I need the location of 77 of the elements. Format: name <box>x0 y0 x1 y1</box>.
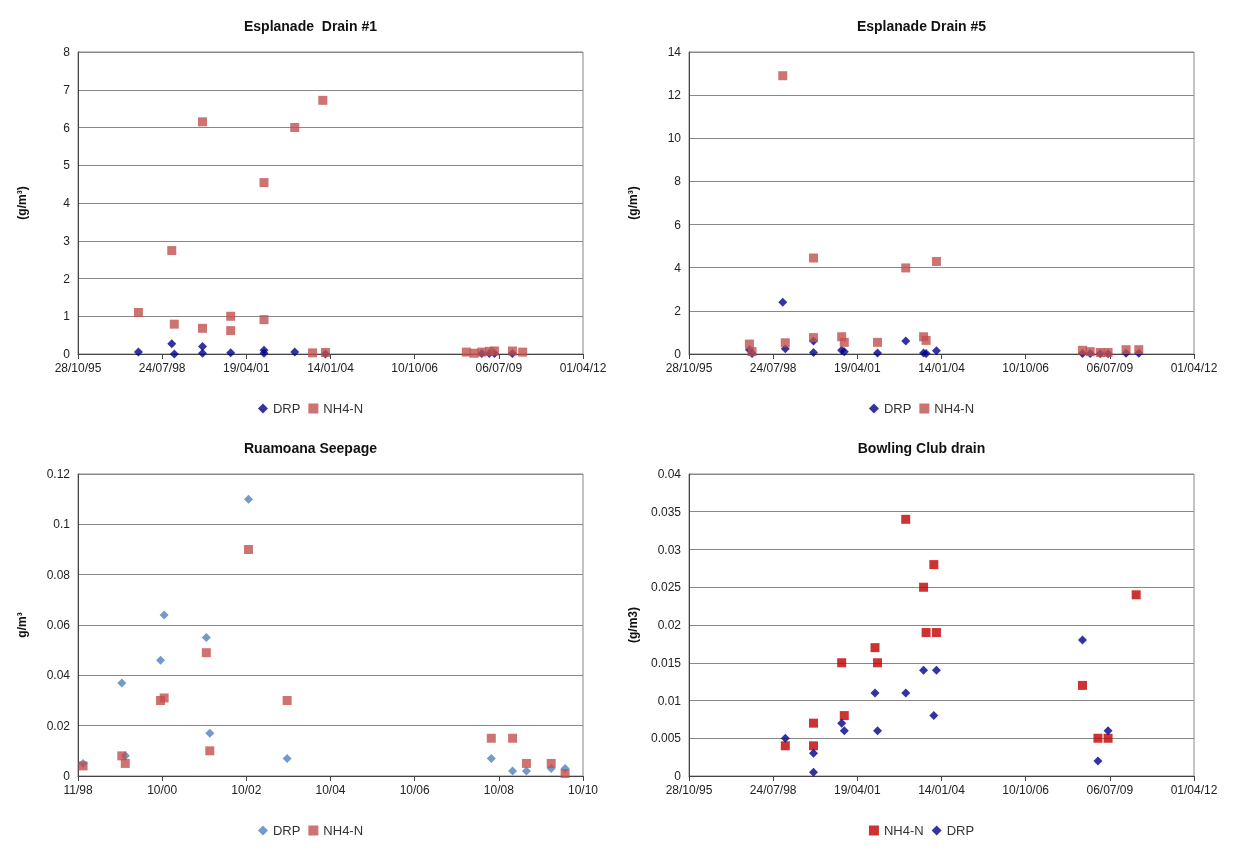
y-tick-label: 0.04 <box>46 668 71 683</box>
x-tick-label: 01/04/12 <box>1170 783 1218 797</box>
y-tick-label: 5 <box>63 158 71 173</box>
y-tick-label: 0.02 <box>657 618 682 632</box>
x-tick-label: 11/98 <box>63 783 93 797</box>
y-tick-label: 1 <box>63 309 71 324</box>
legend-label: DRP <box>272 823 301 838</box>
y-tick-label: 0.03 <box>657 542 682 557</box>
y-tick-label: 0.08 <box>46 567 71 582</box>
y-tick-label: 14 <box>667 45 682 59</box>
y-tick-label: 12 <box>667 88 682 103</box>
x-tick-label: 01/04/12 <box>1170 361 1218 375</box>
x-tick-label: 19/04/01 <box>222 361 271 375</box>
x-tick-label: 19/04/01 <box>833 783 882 797</box>
y-tick-label: 0.02 <box>46 718 71 733</box>
legend-label: NH4-N <box>323 401 364 416</box>
x-tick-label: 10/08 <box>483 783 515 797</box>
x-tick-label: 28/10/95 <box>665 783 713 797</box>
x-tick-label: 14/01/04 <box>307 361 355 375</box>
y-tick-label: 0.04 <box>657 467 682 481</box>
y-tick-label: 4 <box>63 196 71 210</box>
x-tick-label: 14/01/04 <box>918 361 966 375</box>
y-axis-title: (g/m³) <box>626 186 640 220</box>
y-tick-label: 0.01 <box>657 693 682 708</box>
x-tick-label: 10/04 <box>315 783 346 797</box>
y-tick-label: 0 <box>63 347 71 361</box>
x-tick-label: 10/10 <box>567 783 599 797</box>
y-tick-label: 2 <box>674 303 682 318</box>
y-tick-label: 0.12 <box>46 467 71 481</box>
y-tick-label: 0.005 <box>650 731 682 746</box>
y-tick-label: 2 <box>63 271 71 286</box>
y-axis-title: (g/m3) <box>626 607 640 643</box>
legend-label: DRP <box>946 823 975 838</box>
chart-title: Bowling Club drain <box>857 440 986 456</box>
y-tick-label: 3 <box>63 233 71 248</box>
x-tick-label: 06/07/09 <box>1086 783 1134 797</box>
legend-label: DRP <box>883 401 912 416</box>
x-tick-label: 10/00 <box>147 783 178 797</box>
x-tick-label: 06/07/09 <box>1086 361 1134 375</box>
x-tick-label: 01/04/12 <box>559 361 607 375</box>
y-tick-label: 7 <box>63 82 71 97</box>
y-tick-label: 0 <box>63 769 71 783</box>
x-tick-label: 10/10/06 <box>391 361 439 375</box>
y-tick-label: 8 <box>63 45 71 59</box>
y-axis-title: (g/m³) <box>15 186 29 220</box>
y-tick-label: 0.06 <box>46 618 71 632</box>
chart-title: Esplanade Drain #5 <box>856 18 987 34</box>
y-tick-label: 0 <box>674 347 682 361</box>
y-tick-label: 0.015 <box>650 655 682 670</box>
x-tick-label: 14/01/04 <box>918 783 966 797</box>
x-tick-label: 10/06 <box>399 783 431 797</box>
y-tick-label: 0 <box>674 769 682 783</box>
x-tick-label: 10/10/06 <box>1002 783 1050 797</box>
y-tick-label: 6 <box>63 120 71 135</box>
y-tick-label: 0.035 <box>650 504 682 519</box>
x-tick-label: 19/04/01 <box>833 361 882 375</box>
legend-label: DRP <box>272 401 301 416</box>
x-tick-label: 24/07/98 <box>138 361 186 375</box>
legend-label: NH4-N <box>323 823 364 838</box>
x-tick-label: 06/07/09 <box>475 361 523 375</box>
y-tick-label: 0.1 <box>53 517 71 532</box>
legend-label: NH4-N <box>883 823 924 838</box>
y-tick-label: 0.025 <box>650 580 682 595</box>
chart-title: Ruamoana Seepage <box>243 440 378 456</box>
y-tick-label: 8 <box>674 174 682 189</box>
y-axis-title: g/m³ <box>15 612 29 638</box>
y-tick-label: 10 <box>667 131 682 146</box>
x-tick-label: 10/10/06 <box>1002 361 1050 375</box>
x-tick-label: 24/07/98 <box>749 361 797 375</box>
x-tick-label: 24/07/98 <box>749 783 797 797</box>
y-tick-label: 6 <box>674 217 682 232</box>
y-tick-label: 4 <box>674 260 682 275</box>
x-tick-label: 10/02 <box>231 783 262 797</box>
legend-label: NH4-N <box>934 401 975 416</box>
x-tick-label: 28/10/95 <box>665 361 713 375</box>
x-tick-label: 28/10/95 <box>54 361 102 375</box>
chart-title: Esplanade Drain #1 <box>243 18 378 34</box>
